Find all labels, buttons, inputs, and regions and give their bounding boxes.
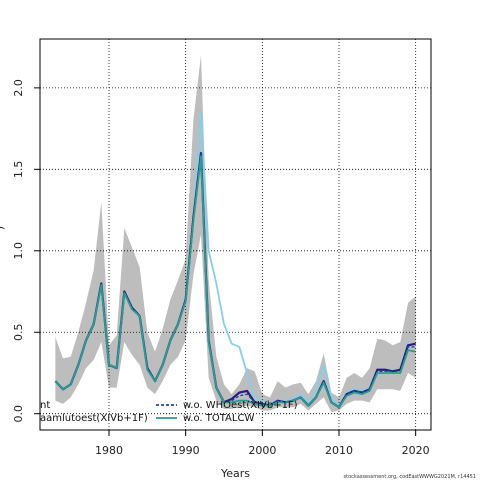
y-tick-label: 1.0	[12, 242, 25, 260]
legend: nt aamlutoest(XIVb+1F) w.o. WHOest(XIVb+1F…	[40, 400, 298, 424]
y-axis-title-fragment: )	[0, 226, 6, 230]
legend-label: nt	[40, 400, 50, 411]
legend-label: aamlutoest(XIVb+1F)	[40, 413, 148, 424]
footer-credit: stockassessment.org, codEastWWWG2021M, r…	[344, 474, 476, 480]
legend-label: w.o. WHOest(XIVb+1F)	[183, 400, 298, 411]
y-axis: 0.0 0.5 1.0 1.5 2.0	[12, 79, 40, 422]
confidence-band-layer	[55, 55, 416, 413]
y-tick-label: 2.0	[12, 79, 25, 97]
x-axis: 1980 1990 2000 2010 2020	[95, 430, 430, 457]
plot-frame	[39, 38, 432, 431]
confidence-band	[55, 55, 416, 413]
y-tick-label: 1.5	[12, 161, 25, 179]
y-tick-label: 0.5	[12, 324, 25, 342]
legend-label: w.o. TOTALCW	[183, 413, 254, 424]
x-axis-title: Years	[220, 467, 250, 480]
x-tick-label: 2010	[325, 444, 353, 457]
x-tick-label: 1990	[172, 444, 200, 457]
series-layer	[54, 111, 416, 409]
grid-layer	[40, 39, 431, 430]
x-tick-label: 1980	[95, 444, 123, 457]
series-line	[54, 155, 416, 409]
x-tick-label: 2000	[248, 444, 276, 457]
y-tick-label: 0.0	[12, 405, 25, 423]
x-tick-label: 2020	[402, 444, 430, 457]
